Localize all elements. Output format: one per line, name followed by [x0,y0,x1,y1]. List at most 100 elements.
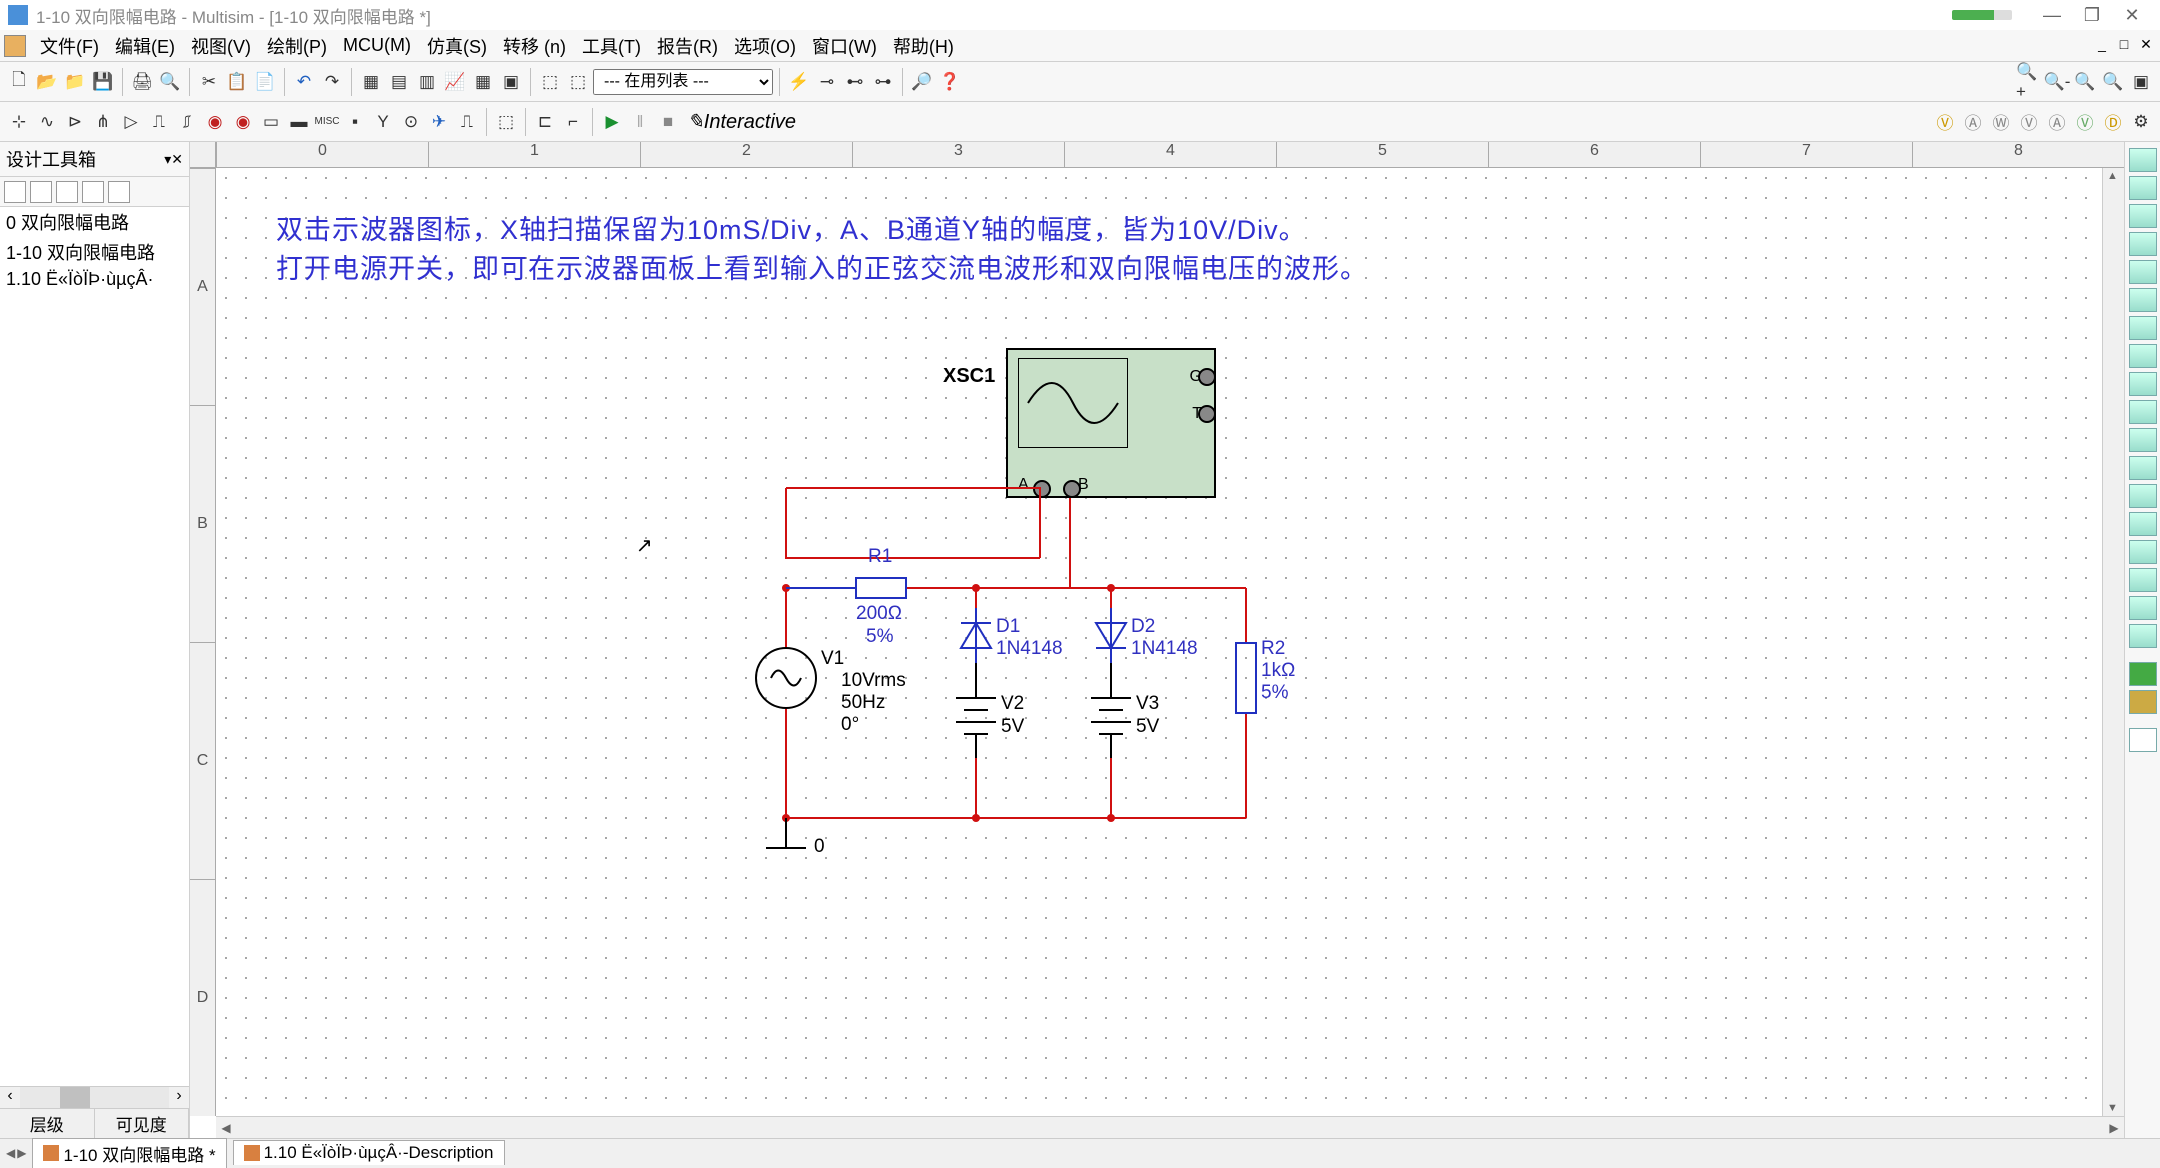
canvas-hscroll[interactable]: ◀▶ [190,1116,2124,1138]
trans-icon[interactable]: ⋔ [90,109,116,135]
sicon-4[interactable] [82,181,104,203]
sidebar-tab-hierarchy[interactable]: 层级 [0,1109,95,1138]
pause-icon[interactable]: ‖ [627,109,653,135]
help-icon[interactable]: ❓ [937,69,963,95]
db-icon[interactable]: ▥ [414,69,440,95]
inst-net[interactable] [2129,512,2157,536]
inst-wattmeter[interactable] [2129,204,2157,228]
inst-4ch[interactable] [2129,260,2157,284]
zoomin-icon[interactable]: 🔍+ [2016,69,2042,95]
undo-icon[interactable]: ↶ [291,69,317,95]
ind-icon[interactable]: ◉ [230,109,256,135]
menu-report[interactable]: 报告(R) [649,29,726,63]
run-icon[interactable]: ▶ [599,109,625,135]
inst-freq[interactable] [2129,316,2157,340]
hier-icon[interactable]: ⬚ [537,69,563,95]
inst-agmm[interactable] [2129,568,2157,592]
menu-edit[interactable]: 编辑(E) [107,29,183,63]
diode-icon[interactable]: ⊳ [62,109,88,135]
inst-lv2[interactable] [2129,690,2157,714]
zoomarea-icon[interactable]: 🔍 [2100,69,2126,95]
tab-schematic[interactable]: 1-10 双向限幅电路 * [32,1138,226,1168]
misc-icon[interactable]: ▭ [258,109,284,135]
sicon-3[interactable] [56,181,78,203]
menu-window[interactable]: 窗口(W) [804,29,885,63]
inst-wordgen[interactable] [2129,344,2157,368]
inst-tek[interactable] [2129,624,2157,648]
fullscreen-icon[interactable]: ▣ [2128,69,2154,95]
save-icon[interactable]: 💾 [90,69,116,95]
menu-file[interactable]: 文件(F) [32,29,107,63]
vprobe3-icon[interactable]: Ⓥ [2072,109,2098,135]
menu-draw[interactable]: 绘制(P) [259,29,335,63]
wprobe-icon[interactable]: Ⓦ [1988,109,2014,135]
hier3-icon[interactable]: ⬚ [493,109,519,135]
paste-icon[interactable]: 📄 [252,69,278,95]
inst-lv1[interactable] [2129,662,2157,686]
menu-transfer[interactable]: 转移 (n) [495,29,574,63]
print-icon[interactable]: 🖨 [129,69,155,95]
sidebar-tab-visibility[interactable]: 可见度 [95,1109,190,1138]
sidebar-item-2[interactable]: 1.10 Ë«ÏòÏÞ·ùµçÂ· [0,267,189,292]
sicon-1[interactable] [4,181,26,203]
inst-probe[interactable] [2129,728,2157,752]
pin-icon[interactable]: ▾ [164,151,171,168]
inst-bode[interactable] [2129,288,2157,312]
sidebar-close-icon[interactable]: ✕ [171,151,183,168]
menu-sim[interactable]: 仿真(S) [419,29,495,63]
menu-view[interactable]: 视图(V) [183,29,259,63]
inst-logic-conv[interactable] [2129,400,2157,424]
cmos-icon[interactable]: ⎎ [174,109,200,135]
led-icon[interactable]: ◉ [202,109,228,135]
conn-icon[interactable]: ⎍ [454,109,480,135]
schematic-canvas[interactable]: 双击示波器图标，X轴扫描保留为10mS/Div，A、B通道Y轴的幅度，皆为10V… [216,168,2102,1116]
mdi-minimize[interactable]: _ [2092,36,2112,56]
zoomout-icon[interactable]: 🔍- [2044,69,2070,95]
gear-icon[interactable]: ⚙ [2128,109,2154,135]
cut-icon[interactable]: ✂ [196,69,222,95]
bus2-icon[interactable]: ⊏ [532,109,558,135]
inst-multimeter[interactable] [2129,148,2157,172]
pwr-icon[interactable]: ▬ [286,109,312,135]
probe2-icon[interactable]: ⊸ [814,69,840,95]
preview-icon[interactable]: 🔍 [157,69,183,95]
inst-dist[interactable] [2129,456,2157,480]
inst-funcgen[interactable] [2129,176,2157,200]
inst-logic-an[interactable] [2129,372,2157,396]
find-icon[interactable]: 🔎 [909,69,935,95]
mdi-close[interactable]: ✕ [2136,36,2156,56]
disp-icon[interactable]: ▪ [342,109,368,135]
graph-icon[interactable]: 📈 [442,69,468,95]
sidebar-item-1[interactable]: 1-10 双向限幅电路 [0,237,189,267]
menu-mcu[interactable]: MCU(M) [335,31,419,60]
sidebar-item-0[interactable]: 0 双向限幅电路 [0,207,189,237]
sidebar-hscroll[interactable]: ‹ › [0,1086,189,1108]
mdi-restore[interactable]: □ [2114,36,2134,56]
vprobe2-icon[interactable]: Ⓥ [2016,109,2042,135]
dprobe-icon[interactable]: Ⓓ [2100,109,2126,135]
src-icon[interactable]: ⊹ [6,109,32,135]
em-icon[interactable]: ⊙ [398,109,424,135]
open-icon[interactable]: 📂 [34,69,60,95]
stop-icon[interactable]: ■ [655,109,681,135]
inst-iv[interactable] [2129,428,2157,452]
open2-icon[interactable]: 📁 [62,69,88,95]
menu-help[interactable]: 帮助(H) [885,29,962,63]
menu-options[interactable]: 选项(O) [726,29,804,63]
zoomfit-icon[interactable]: 🔍 [2072,69,2098,95]
canvas-vscroll[interactable] [2102,168,2124,1116]
conn2-icon[interactable]: ⌐ [560,109,586,135]
inst-agscope[interactable] [2129,596,2157,620]
maximize-button[interactable]: ❐ [2072,5,2112,25]
sicon-2[interactable] [30,181,52,203]
bus-icon[interactable]: ✈ [426,109,452,135]
rf-icon[interactable]: Y [370,109,396,135]
ttl-icon[interactable]: ⎍ [146,109,172,135]
probe-icon[interactable]: ⚡ [786,69,812,95]
redo-icon[interactable]: ↷ [319,69,345,95]
misc2-icon[interactable]: MISC [314,109,340,135]
inst-agfg[interactable] [2129,540,2157,564]
tab-description[interactable]: 1.10 Ë«ÏòÏÞ·ùµçÂ·-Description [233,1140,505,1165]
aprobe-icon[interactable]: Ⓐ [1960,109,1986,135]
inuse-select[interactable]: --- 在用列表 --- [593,69,773,95]
